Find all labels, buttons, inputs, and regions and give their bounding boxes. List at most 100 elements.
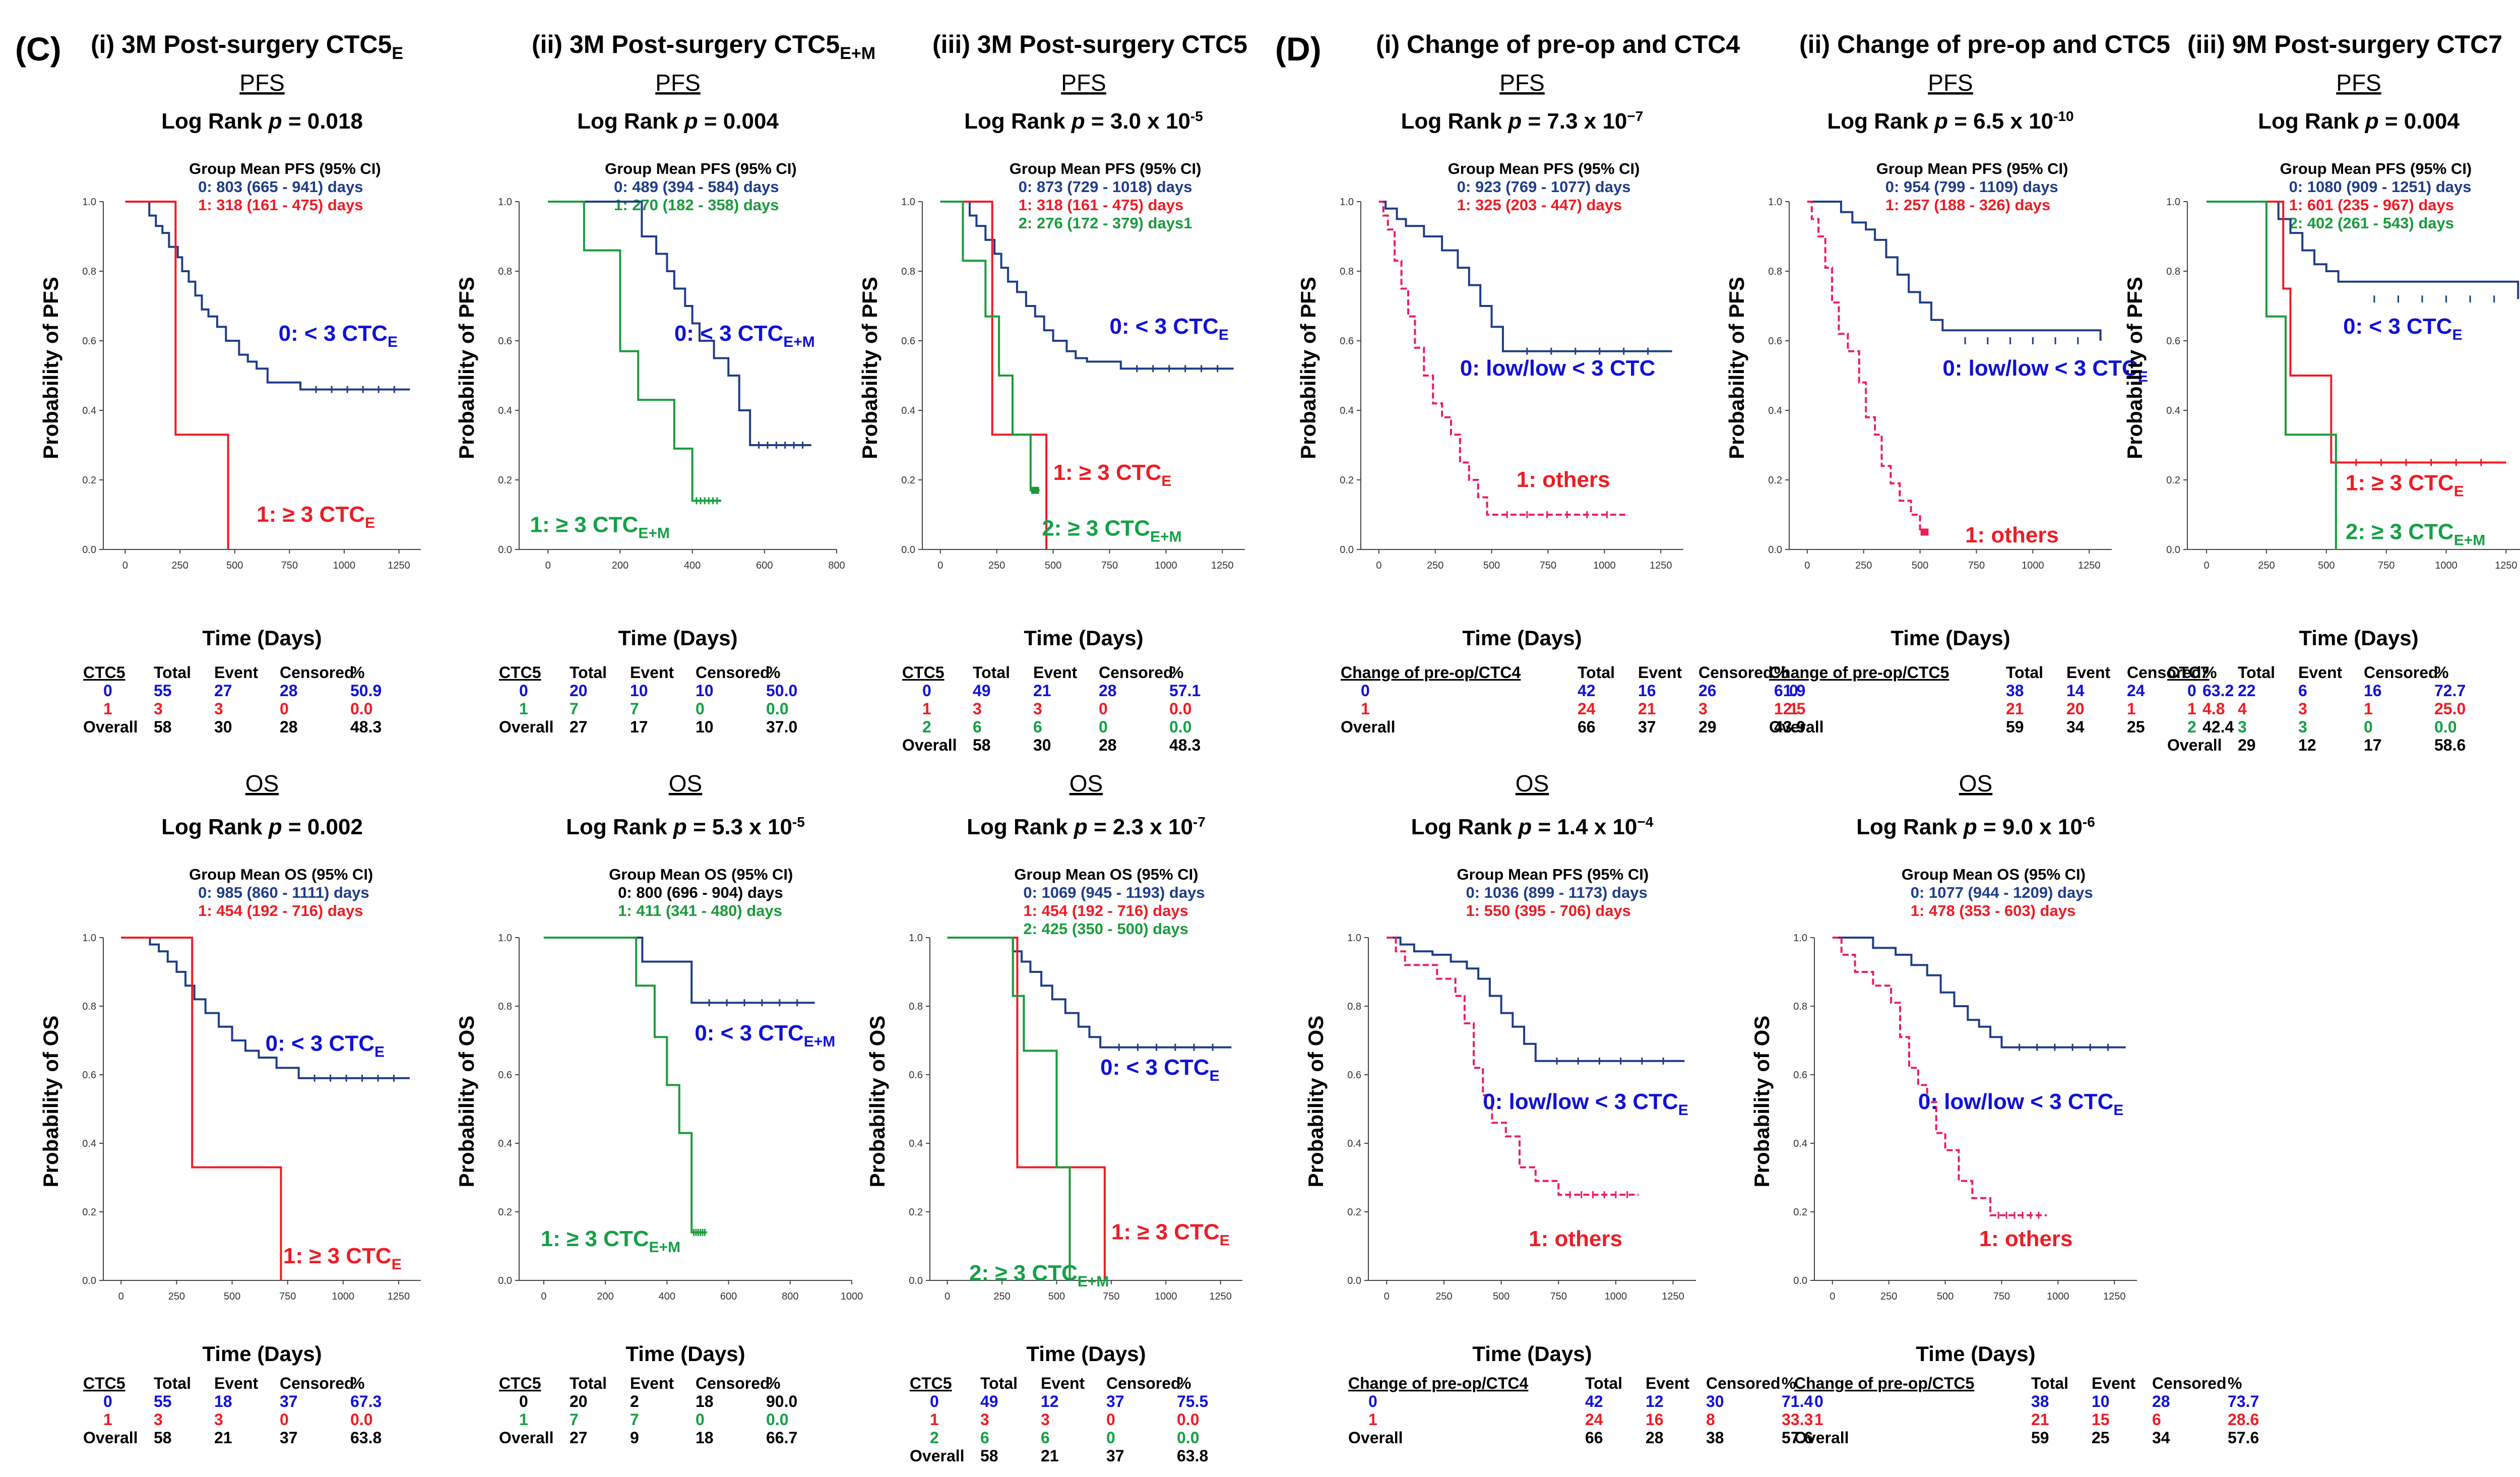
metric-label: PFS [2336,70,2381,96]
logrank-value: = 5.3 x 10 [687,815,792,839]
km-curve-group-0 [947,937,1232,1049]
curve-annotation: 1: ≥ 3 CTCE [1053,460,1172,489]
risk-table-cell: 30 [1706,1392,1724,1410]
logrank-p: p [1507,109,1522,134]
y-tick-label: 0.6 [498,336,512,347]
km-curve-group-0 [125,201,410,391]
logrank-text: Log Rank p = 9.0 x 10-6 [1856,814,2095,840]
y-tick-label: 0.4 [1793,1138,1807,1149]
risk-table-cell: 29 [1698,718,1717,736]
legend-row: 0: 803 (665 - 941) days [198,178,363,196]
legend-row: 1: 601 (235 - 967) days [2289,196,2454,214]
x-axis-label: Time (Days) [618,626,737,650]
risk-table-header: % [2202,663,2217,682]
risk-table-cell: 0 [1106,1429,1115,1447]
legend-row: 0: 873 (729 - 1018) days [1019,178,1192,196]
panel-heading: (i) 3M Post-surgery CTC5E [91,30,403,63]
risk-table-cell: 3 [1698,700,1708,718]
risk-table-header: % [1774,663,1788,682]
km-curve-group-0 [1832,937,2126,1049]
risk-table-cell: 15 [2092,1410,2110,1429]
risk-table-cell: 57.6 [2228,1429,2259,1447]
curve-annotation: 1: ≥ 3 CTCE [283,1244,402,1273]
x-tick-label: 750 [279,1291,296,1302]
y-tick-label: 0.4 [901,405,915,416]
km-curve-group-1 [947,937,1106,1280]
x-tick-label: 1000 [1605,1291,1627,1302]
logrank-value: = 7.3 x 10 [1522,109,1627,134]
risk-table: CTC5 Total Event Censored%0 49 21 28 57.11 3 3 0 0.… [902,663,1201,754]
y-tick-label: 1.0 [1793,933,1807,944]
risk-table-cell: 1 [1814,1410,1823,1429]
logrank-p: p [1071,109,1085,134]
legend-row: 2: 276 (172 - 379) days1 [1019,214,1192,232]
x-tick-label: 500 [2318,560,2335,571]
x-tick-label: 250 [2258,560,2275,571]
risk-table-cell: 28 [1099,736,1117,754]
x-tick-label: 500 [1045,560,1061,571]
x-tick-label: 250 [993,1291,1010,1302]
km-curve-group-1 [548,201,721,502]
y-tick-label: 0.8 [1340,266,1354,277]
risk-table-cell: 42 [1585,1392,1603,1410]
risk-table-header: Censored [1106,1374,1181,1392]
y-tick-label: 0.0 [82,1275,96,1286]
risk-table-cell: 59 [2031,1429,2049,1447]
risk-table-cell: 10 [2092,1392,2110,1410]
risk-table-cell: 20 [570,682,588,700]
risk-table-cell: 24 [2127,682,2145,700]
risk-table-cell: 0.0 [766,700,788,718]
risk-table-cell: 0.0 [1177,1410,1199,1429]
risk-table-cell: 37 [280,1429,298,1447]
y-axis-label: Probability of PFS [455,277,478,459]
risk-table-cell: 20 [2066,700,2085,718]
y-tick-label: 0.2 [82,1207,96,1218]
x-tick-label: 0 [1376,560,1381,571]
risk-table-cell: 49 [973,682,991,700]
y-tick-label: 0.4 [82,405,96,416]
logrank-text: Log Rank p = 3.0 x 10-5 [964,108,1203,134]
legend-header: Group Mean OS (95% CI) [609,866,793,883]
x-tick-label: 0 [545,560,551,571]
x-tick-label: 500 [1912,560,1928,571]
risk-table-cell: 57.6 [1782,1429,1813,1447]
y-tick-label: 0.6 [1340,336,1354,347]
logrank-value: = 3.0 x 10 [1085,109,1190,134]
curve-annotation: 1: others [1529,1226,1622,1251]
risk-table-cell: 58 [154,718,172,736]
curve-annotation-sub: E+M [783,334,815,350]
legend-header: Group Mean PFS (95% CI) [2280,160,2472,177]
curve-annotation: 0: < 3 CTCE [1100,1055,1219,1084]
risk-table-cell: 12 [1041,1392,1059,1410]
risk-table-cell: 28.6 [2228,1410,2259,1429]
logrank-p: p [684,109,698,134]
risk-table-cell: 21 [1638,700,1656,718]
risk-table-cell: 63.2 [2202,682,2234,700]
km-curve-group-0 [548,201,811,446]
x-tick-label: 1000 [333,560,356,571]
risk-table-cell: 0 [280,700,289,718]
risk-table-header: Event [2298,663,2342,682]
risk-table-cell: 27 [570,1429,588,1447]
x-tick-label: 0 [122,560,128,571]
risk-table-header: Censored [2364,663,2438,682]
y-tick-label: 1.0 [901,197,915,208]
risk-table: Change of pre-op/CTC4 Total Event Censored%… [1348,1374,1813,1447]
risk-table-cell: 0 [1106,1410,1115,1429]
logrank-p: p [673,815,687,839]
x-tick-label: 1250 [2078,560,2101,571]
x-tick-label: 750 [1993,1291,2010,1302]
curve-annotation: 1: ≥ 3 CTCE [1111,1219,1230,1249]
risk-table-cell: 0 [2364,718,2373,736]
risk-table-cell: 1 [2364,700,2373,718]
panel-heading: (iii) 3M Post-surgery CTC5 [932,30,1247,58]
km-curve-group-0 [1807,201,2102,341]
legend-row: 2: 402 (261 - 543) days [2289,214,2454,232]
risk-table-cell: 66 [1585,1429,1603,1447]
y-tick-label: 0.8 [909,1001,923,1012]
legend-row: 1: 454 (192 - 716) days [1023,902,1188,919]
risk-table-cell: 3 [1041,1410,1050,1429]
risk-table-cell: 6 [973,718,982,736]
risk-table-cell: 3 [154,1410,163,1429]
risk-table-header: Total [2238,663,2275,682]
